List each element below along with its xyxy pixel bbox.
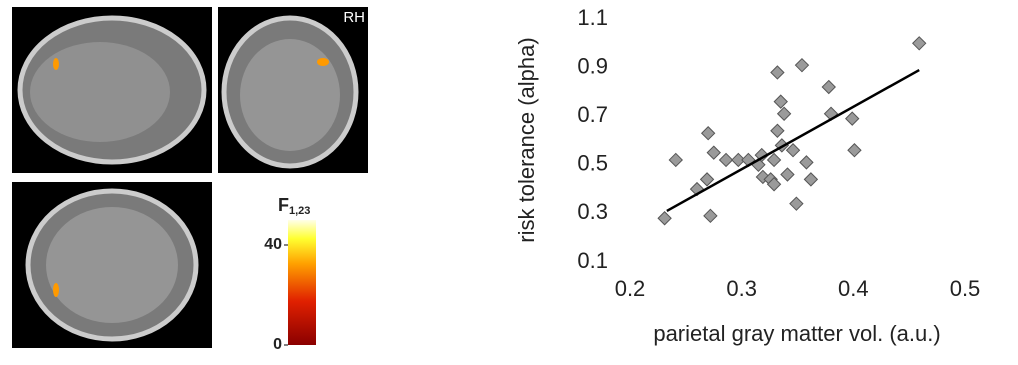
figure: RH F1,23 0 40 parietal gray matter vol. (…: [0, 0, 1018, 360]
data-point: [669, 153, 682, 166]
data-point: [846, 112, 859, 125]
x-axis-label: parietal gray matter vol. (a.u.): [653, 321, 940, 346]
colorbar-label-main: F: [278, 195, 289, 215]
data-point: [702, 127, 715, 140]
data-point: [771, 124, 784, 137]
data-point: [774, 95, 787, 108]
colorbar-label: F1,23: [278, 195, 310, 217]
data-point: [822, 81, 835, 94]
data-point: [800, 156, 813, 169]
data-point: [707, 146, 720, 159]
y-tick-label: 0.7: [577, 102, 608, 127]
data-point: [795, 59, 808, 72]
scatter-plot: parietal gray matter vol. (a.u.) risk to…: [514, 5, 980, 346]
colorbar: F1,23 0 40: [264, 195, 316, 353]
colorbar-gradient: [288, 220, 316, 345]
data-point: [781, 168, 794, 181]
data-point: [701, 173, 714, 186]
axial-slice: [12, 182, 212, 348]
x-tick-label: 0.5: [950, 276, 981, 301]
data-point: [658, 212, 671, 225]
colorbar-tick-label: 0: [273, 336, 282, 353]
sagittal-slice: [12, 7, 212, 173]
y-axis-label: risk tolerance (alpha): [514, 37, 539, 242]
data-point: [804, 173, 817, 186]
data-point: [790, 197, 803, 210]
data-point: [913, 37, 926, 50]
y-tick-label: 1.1: [577, 5, 608, 30]
data-point: [848, 144, 861, 157]
fit-line: [667, 70, 919, 211]
data-point: [768, 153, 781, 166]
data-point: [778, 107, 791, 120]
data-point: [704, 209, 717, 222]
x-tick-label: 0.4: [838, 276, 869, 301]
y-tick-label: 0.1: [577, 248, 608, 273]
y-tick-label: 0.5: [577, 151, 608, 176]
coronal-slice: RH: [218, 7, 368, 173]
y-tick-label: 0.9: [577, 53, 608, 78]
y-tick-label: 0.3: [577, 199, 608, 224]
data-point: [720, 153, 733, 166]
hemisphere-label: RH: [343, 9, 365, 26]
x-tick-label: 0.2: [615, 276, 646, 301]
data-point: [771, 66, 784, 79]
colorbar-tick-label: 40: [264, 236, 282, 253]
colorbar-label-sub: 1,23: [289, 205, 310, 217]
x-tick-label: 0.3: [726, 276, 757, 301]
